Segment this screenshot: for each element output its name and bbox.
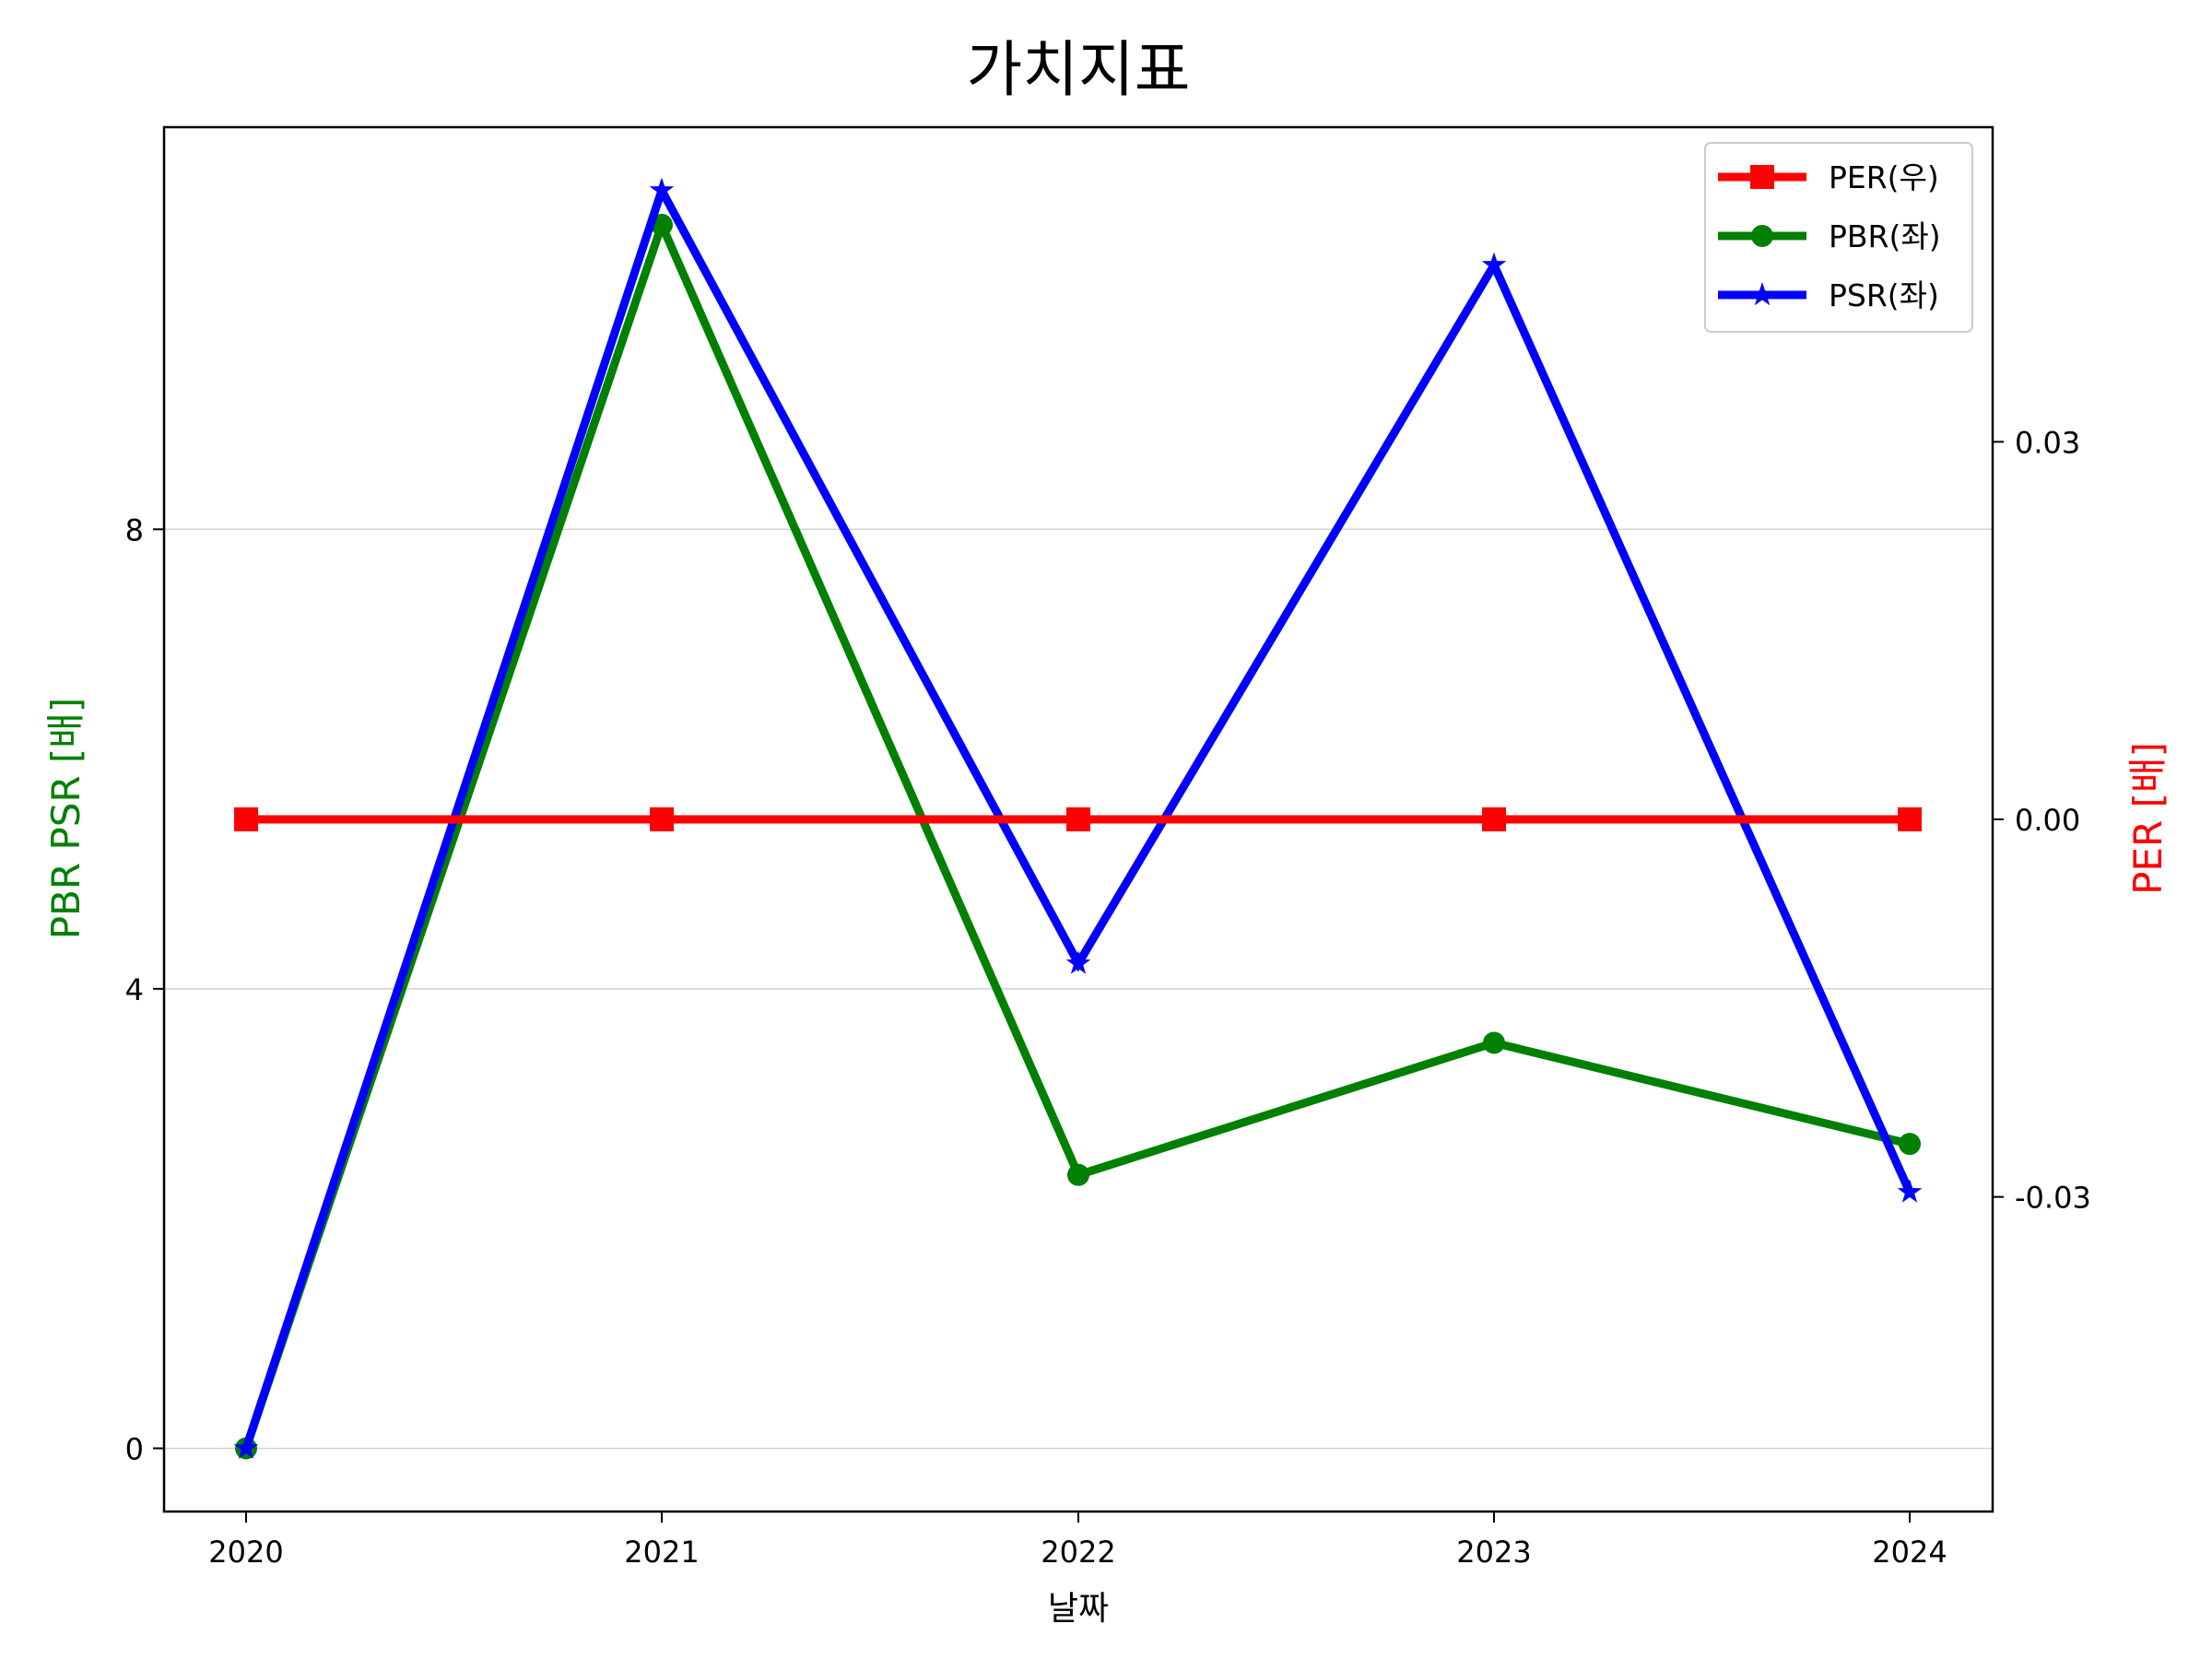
- data-point: [1065, 950, 1091, 974]
- legend-items: PER(우) PBR(좌) PSR(좌): [1718, 159, 1941, 313]
- series-psr: [233, 177, 1923, 1459]
- y-right-tick-label: 0.00: [2015, 803, 2080, 838]
- data-point: [233, 1435, 259, 1459]
- data-point: [1899, 1133, 1921, 1156]
- legend-marker: [1749, 282, 1775, 306]
- legend-item: PBR(좌): [1718, 218, 1941, 254]
- series-pbr: [235, 213, 1921, 1460]
- data-point: [1483, 1031, 1505, 1054]
- grid: [164, 528, 1993, 1450]
- legend-item: PER(우): [1718, 159, 1939, 195]
- x-tick-label: 2023: [1456, 1535, 1531, 1570]
- x-tick-label: 2021: [624, 1535, 699, 1570]
- legend-label: PER(우): [1829, 159, 1939, 195]
- chart-title: 가치지표: [967, 34, 1191, 105]
- data-point: [1067, 1163, 1089, 1186]
- y-right-tick-label: 0.03: [2015, 425, 2080, 460]
- legend-label: PBR(좌): [1829, 218, 1941, 254]
- legend-marker: [1751, 225, 1773, 247]
- series-per: [234, 807, 1922, 831]
- legend-item: PSR(좌): [1718, 277, 1939, 313]
- y-left-tick-label: 8: [125, 512, 144, 547]
- x-tick-label: 2022: [1041, 1535, 1115, 1570]
- data-point: [1482, 807, 1506, 831]
- series-line: [241, 213, 1912, 1450]
- y-axis-left-label: PBR PSR [배]: [43, 698, 88, 940]
- x-tick-label: 2024: [1872, 1535, 1947, 1570]
- x-tick-label: 2020: [208, 1535, 283, 1570]
- data-point: [1481, 252, 1507, 276]
- data-point: [650, 807, 674, 831]
- legend-marker: [1750, 165, 1774, 189]
- y-axis-left: 0 4 8: [125, 512, 164, 1466]
- series-layer: [233, 177, 1923, 1460]
- legend: PER(우) PBR(좌) PSR(좌): [1704, 142, 1973, 333]
- legend-box: [1704, 142, 1973, 333]
- legend-label: PSR(좌): [1829, 277, 1939, 313]
- y-left-tick-label: 0: [125, 1431, 144, 1466]
- y-right-tick-label: -0.03: [2015, 1181, 2091, 1216]
- x-axis-label: 날짜: [1048, 1590, 1109, 1628]
- x-axis: 2020 2021 2022 2023 2024: [208, 1512, 1947, 1570]
- data-point: [234, 807, 258, 831]
- y-left-tick-label: 4: [125, 972, 144, 1007]
- y-axis-right: -0.03 0.00 0.03: [1993, 425, 2091, 1216]
- y-axis-right-label: PER [배]: [2125, 742, 2171, 895]
- data-point: [649, 177, 675, 201]
- data-point: [1897, 1179, 1923, 1203]
- data-point: [1066, 807, 1090, 831]
- data-point: [1898, 807, 1922, 831]
